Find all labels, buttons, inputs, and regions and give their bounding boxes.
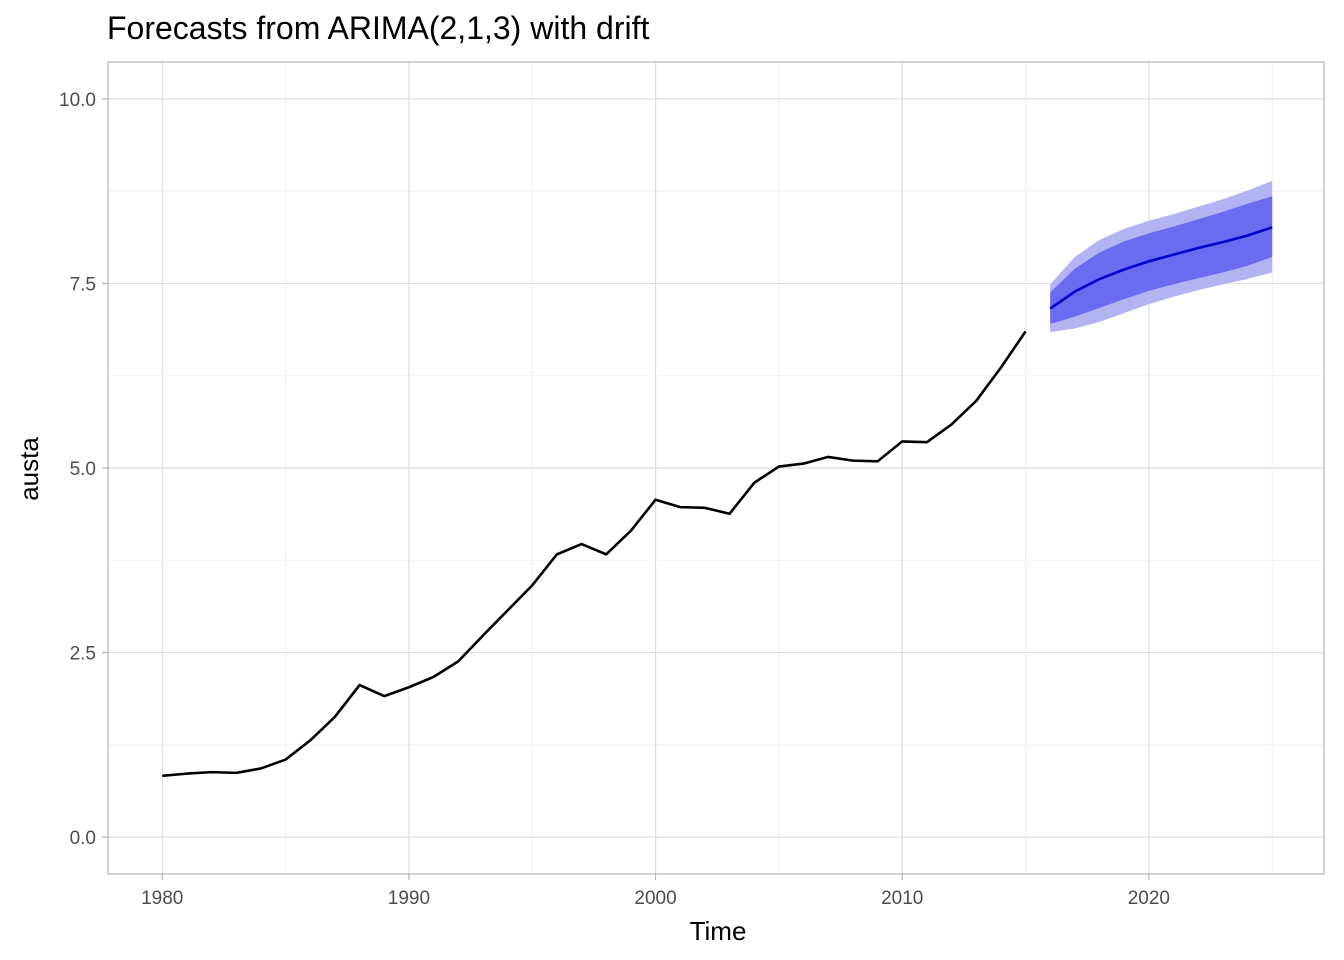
y-axis-title: austa — [14, 437, 44, 501]
x-axis-title: Time — [690, 916, 747, 946]
y-tick-label: 10.0 — [59, 90, 96, 111]
grid-lines — [108, 62, 1324, 874]
x-tick-label: 1990 — [388, 888, 430, 909]
x-tick-label: 2020 — [1128, 888, 1170, 909]
x-tick-label: 2000 — [634, 888, 676, 909]
prediction-intervals — [1050, 180, 1273, 333]
y-tick-label: 0.0 — [70, 828, 96, 849]
x-tick-label: 1980 — [141, 888, 183, 909]
axes: 1980 1990 2000 2010 2020 0.0 2.5 5.0 7.5 10.0 — [59, 90, 1170, 909]
series-lines — [162, 226, 1273, 778]
band-80 — [1050, 196, 1273, 325]
x-tick-label: 2010 — [881, 888, 923, 909]
forecast-line — [1049, 226, 1273, 310]
y-tick-label: 2.5 — [70, 644, 96, 665]
y-tick-label: 7.5 — [70, 274, 96, 295]
observed-line — [162, 330, 1027, 778]
y-tick-label: 5.0 — [70, 459, 96, 480]
chart-title: Forecasts from ARIMA(2,1,3) with drift — [107, 10, 649, 46]
